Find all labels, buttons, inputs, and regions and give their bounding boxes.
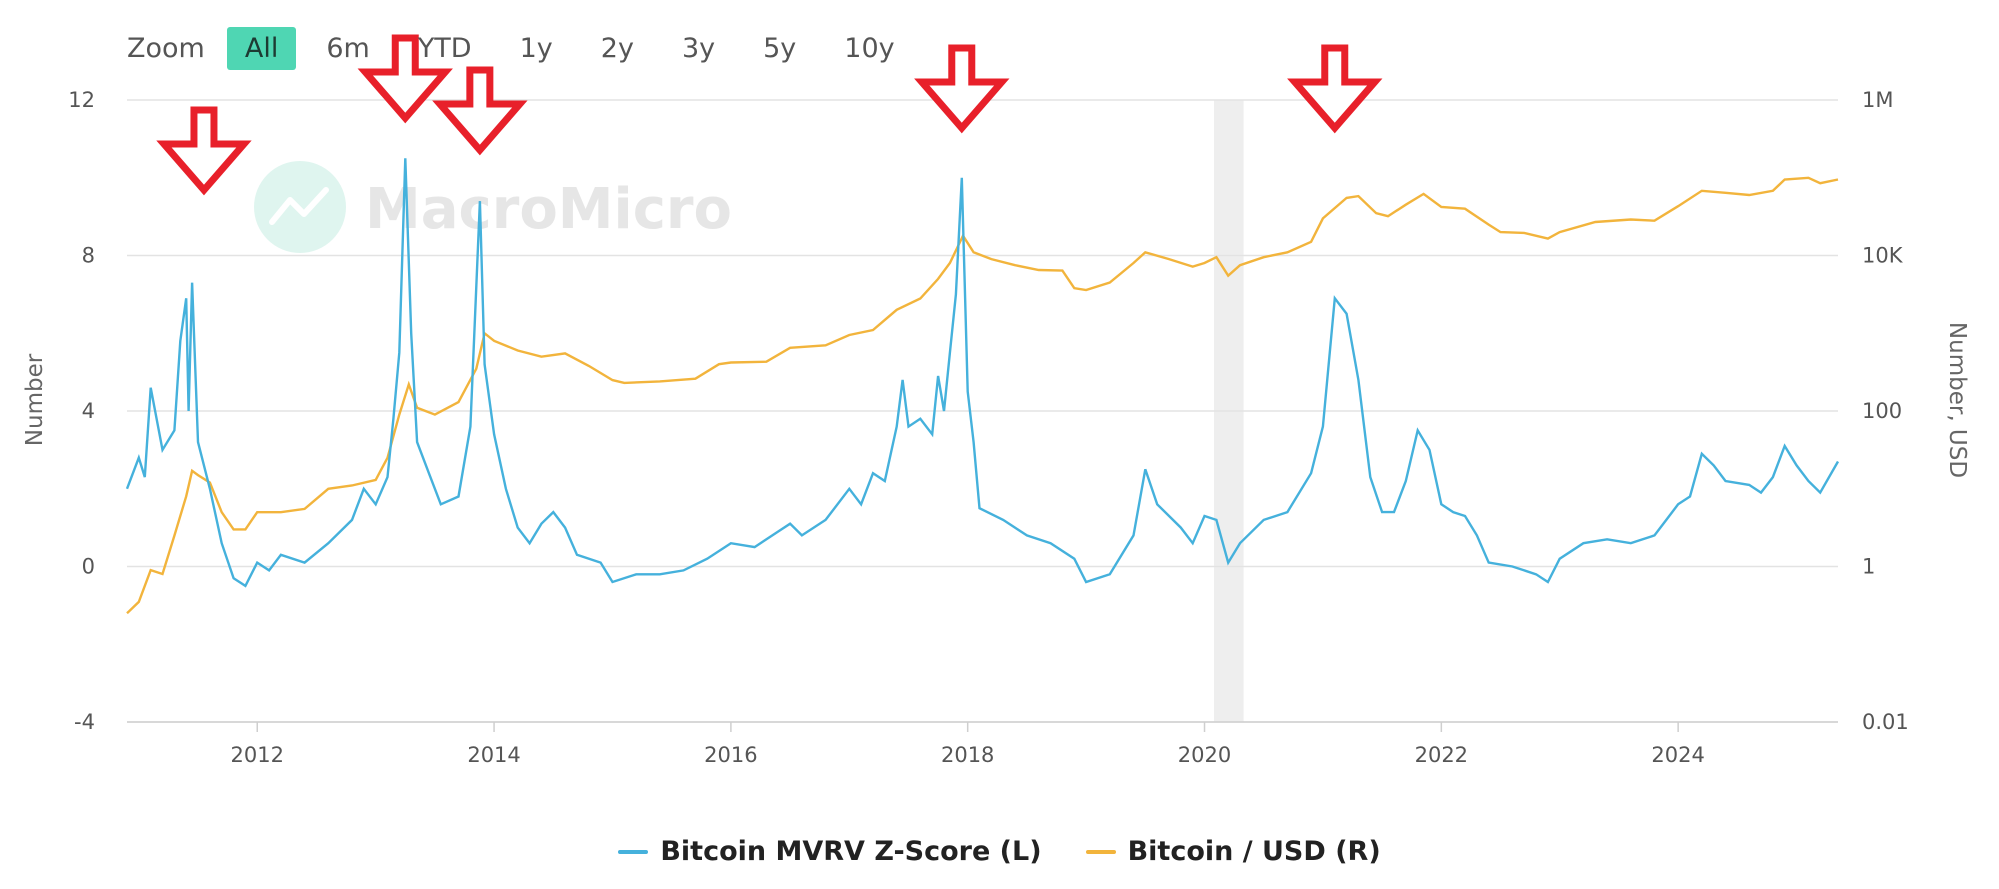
- annotation-arrows: [156, 34, 1383, 196]
- zoom-button-10y[interactable]: 10y: [844, 32, 895, 64]
- legend-item-price[interactable]: Bitcoin / USD (R): [1085, 836, 1381, 867]
- left-axis-ticks: 12 8 4 0 -4: [68, 88, 95, 734]
- right-tick-label: 10K: [1862, 244, 1904, 268]
- right-tick-label: 1M: [1862, 88, 1893, 112]
- x-tick-label: 2022: [1415, 743, 1468, 767]
- zoom-button-all[interactable]: All: [226, 26, 297, 70]
- legend-swatch-price: [1085, 849, 1116, 854]
- watermark: MacroMicro: [365, 177, 732, 242]
- left-tick-label: -4: [74, 710, 95, 734]
- left-tick-label: 8: [82, 244, 95, 268]
- watermark-logo-line: [269, 187, 329, 225]
- legend-item-mvrv[interactable]: Bitcoin MVRV Z-Score (L): [618, 836, 1042, 867]
- x-tick-label: 2020: [1178, 743, 1231, 767]
- x-tick-label: 2012: [231, 743, 284, 767]
- right-axis-title: Number, USD: [1944, 322, 1970, 478]
- legend-swatch-mvrv: [618, 849, 649, 854]
- right-axis-ticks: 1M 10K 100 1 0.01: [1862, 88, 1909, 734]
- zoom-button-6m[interactable]: 6m: [326, 32, 370, 64]
- zoom-button-2y[interactable]: 2y: [600, 32, 634, 64]
- left-tick-label: 4: [82, 399, 95, 423]
- series-line-bitcoin-usd: [126, 176, 1839, 615]
- left-tick-label: 12: [68, 88, 95, 112]
- zoom-label: Zoom: [127, 32, 205, 64]
- x-axis-ticks: 2012 2014 2016 2018 2020 2022 2024: [127, 721, 1838, 767]
- zoom-bar: Zoom All 6m YTD 1y 2y 3y 5y 10y: [127, 25, 925, 71]
- x-tick-label: 2024: [1651, 743, 1704, 767]
- legend-label-price: Bitcoin / USD (R): [1127, 836, 1381, 867]
- arrow-down-icon: [432, 66, 528, 156]
- right-tick-label: 100: [1862, 399, 1902, 423]
- zoom-button-5y[interactable]: 5y: [763, 32, 797, 64]
- right-tick-label: 0.01: [1862, 710, 1909, 734]
- zoom-button-3y[interactable]: 3y: [681, 32, 716, 64]
- legend: Bitcoin MVRV Z-Score (L) Bitcoin / USD (…: [0, 836, 1999, 867]
- left-axis-title: Number: [22, 353, 48, 446]
- zoom-button-ytd[interactable]: YTD: [417, 32, 472, 64]
- x-tick-label: 2014: [467, 743, 520, 767]
- legend-label-mvrv: Bitcoin MVRV Z-Score (L): [660, 836, 1042, 867]
- arrow-down-icon: [1287, 44, 1383, 134]
- x-tick-label: 2016: [704, 743, 757, 767]
- right-tick-label: 1: [1862, 555, 1875, 579]
- x-tick-label: 2018: [941, 743, 994, 767]
- zoom-button-1y[interactable]: 1y: [519, 32, 553, 64]
- arrow-down-icon: [156, 106, 252, 196]
- arrow-down-icon: [914, 44, 1010, 134]
- watermark-logo-icon: [254, 161, 346, 253]
- arrow-down-icon: [357, 34, 453, 124]
- left-tick-label: 0: [82, 555, 95, 579]
- series-line-bitcoin-mvrv-z-score: [125, 158, 1840, 588]
